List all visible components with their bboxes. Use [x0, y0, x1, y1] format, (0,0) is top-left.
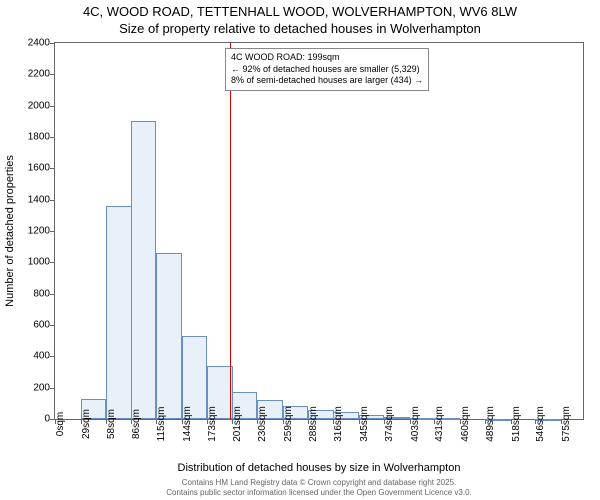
xtick-label: 374sqm — [384, 406, 395, 442]
xtick-mark — [156, 420, 157, 424]
annotation-line2: ← 92% of detached houses are smaller (5,… — [231, 64, 423, 76]
ytick-label: 1800 — [10, 132, 50, 143]
histogram-bar — [131, 121, 157, 419]
xtick-mark — [333, 420, 334, 424]
ytick-label: 800 — [10, 288, 50, 299]
xtick-label: 173sqm — [207, 406, 218, 442]
xtick-mark — [207, 420, 208, 424]
ytick-mark — [50, 43, 54, 44]
xtick-mark — [283, 420, 284, 424]
xtick-label: 460sqm — [460, 406, 471, 442]
footer-line2: Contains public sector information licen… — [54, 488, 584, 498]
xtick-mark — [410, 420, 411, 424]
xtick-mark — [308, 420, 309, 424]
xtick-label: 518sqm — [511, 406, 522, 442]
ytick-mark — [50, 168, 54, 169]
chart-title-line2: Size of property relative to detached ho… — [0, 21, 600, 36]
ytick-label: 600 — [10, 320, 50, 331]
ytick-mark — [50, 231, 54, 232]
xtick-label: 316sqm — [333, 406, 344, 442]
chart-container: 4C, WOOD ROAD, TETTENHALL WOOD, WOLVERHA… — [0, 0, 600, 500]
ytick-label: 400 — [10, 351, 50, 362]
xtick-mark — [535, 420, 536, 424]
plot-area: 4C WOOD ROAD: 199sqm ← 92% of detached h… — [54, 42, 584, 420]
xtick-mark — [485, 420, 486, 424]
histogram-bar — [106, 206, 132, 419]
xtick-mark — [55, 420, 56, 424]
xtick-label: 58sqm — [106, 409, 117, 439]
xtick-label: 230sqm — [257, 406, 268, 442]
xtick-mark — [434, 420, 435, 424]
xtick-label: 201sqm — [232, 406, 243, 442]
ytick-mark — [50, 356, 54, 357]
xtick-label: 575sqm — [561, 406, 572, 442]
ytick-mark — [50, 419, 54, 420]
x-axis-label: Distribution of detached houses by size … — [54, 462, 584, 474]
xtick-mark — [182, 420, 183, 424]
ytick-label: 1000 — [10, 257, 50, 268]
ytick-label: 2200 — [10, 69, 50, 80]
xtick-label: 345sqm — [359, 406, 370, 442]
ytick-mark — [50, 106, 54, 107]
xtick-mark — [511, 420, 512, 424]
xtick-mark — [232, 420, 233, 424]
xtick-mark — [460, 420, 461, 424]
ytick-mark — [50, 294, 54, 295]
ytick-mark — [50, 325, 54, 326]
xtick-label: 288sqm — [308, 406, 319, 442]
ytick-mark — [50, 74, 54, 75]
xtick-mark — [561, 420, 562, 424]
xtick-mark — [106, 420, 107, 424]
reference-line — [230, 43, 231, 419]
ytick-mark — [50, 200, 54, 201]
ytick-label: 1600 — [10, 163, 50, 174]
xtick-label: 144sqm — [182, 406, 193, 442]
xtick-label: 0sqm — [55, 412, 66, 436]
xtick-label: 403sqm — [410, 406, 421, 442]
xtick-mark — [359, 420, 360, 424]
xtick-mark — [257, 420, 258, 424]
ytick-mark — [50, 262, 54, 263]
chart-title-line1: 4C, WOOD ROAD, TETTENHALL WOOD, WOLVERHA… — [0, 4, 600, 19]
ytick-label: 2000 — [10, 100, 50, 111]
xtick-label: 431sqm — [434, 406, 445, 442]
xtick-label: 546sqm — [535, 406, 546, 442]
xtick-label: 489sqm — [485, 406, 496, 442]
histogram-bar — [156, 253, 182, 419]
xtick-label: 259sqm — [283, 406, 294, 442]
xtick-label: 29sqm — [81, 409, 92, 439]
ytick-mark — [50, 137, 54, 138]
annotation-box: 4C WOOD ROAD: 199sqm ← 92% of detached h… — [225, 48, 429, 91]
ytick-label: 200 — [10, 382, 50, 393]
ytick-label: 1400 — [10, 194, 50, 205]
xtick-label: 115sqm — [156, 407, 167, 442]
footer-line1: Contains HM Land Registry data © Crown c… — [54, 478, 584, 488]
xtick-mark — [131, 420, 132, 424]
ytick-label: 0 — [10, 414, 50, 425]
chart-footer: Contains HM Land Registry data © Crown c… — [54, 478, 584, 497]
annotation-line3: 8% of semi-detached houses are larger (4… — [231, 75, 423, 87]
ytick-label: 2400 — [10, 38, 50, 49]
annotation-line1: 4C WOOD ROAD: 199sqm — [231, 52, 423, 64]
xtick-mark — [384, 420, 385, 424]
xtick-mark — [81, 420, 82, 424]
xtick-label: 86sqm — [131, 409, 142, 439]
ytick-label: 1200 — [10, 226, 50, 237]
ytick-mark — [50, 388, 54, 389]
